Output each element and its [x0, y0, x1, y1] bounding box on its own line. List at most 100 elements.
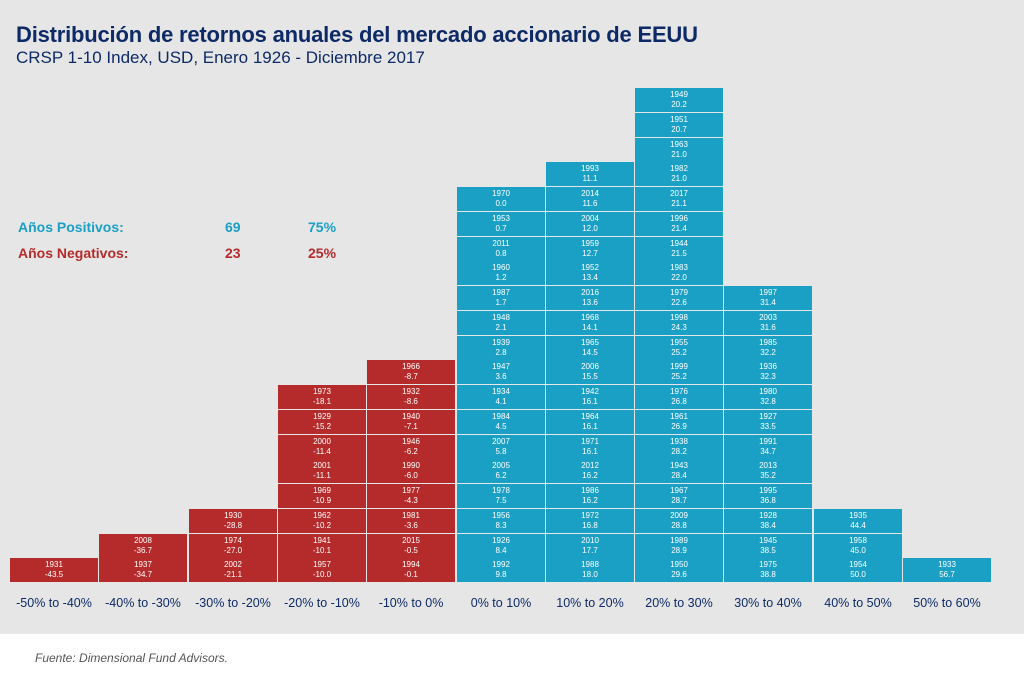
cell-year: 1934	[492, 387, 510, 396]
cell-year: 1987	[492, 288, 510, 297]
histogram-cell: 1961 26.9	[635, 410, 723, 434]
cell-year: 1999	[670, 362, 688, 371]
cell-year: 2003	[759, 313, 777, 322]
cell-year: 1962	[313, 511, 331, 520]
histogram-cell: 1979 22.6	[635, 286, 723, 310]
cell-year: 1960	[492, 263, 510, 272]
cell-year: 1964	[581, 412, 599, 421]
histogram-cell: 1938 28.2	[635, 435, 723, 459]
histogram-cell: 1932 -8.6	[367, 385, 455, 409]
histogram-cell: 1947 3.6	[457, 360, 545, 384]
histogram-cell: 1973 -18.1	[278, 385, 366, 409]
cell-return: 24.3	[671, 323, 687, 332]
cell-year: 1945	[759, 536, 777, 545]
histogram-cell: 1964 16.1	[546, 410, 634, 434]
histogram-cell: 1981 -3.6	[367, 509, 455, 533]
cell-return: -6.0	[404, 471, 418, 480]
negative-years-count: 23	[225, 245, 241, 261]
cell-return: 38.8	[760, 570, 776, 579]
cell-return: -0.1	[404, 570, 418, 579]
histogram-chart: 1931 -43.5 1937 -34.7 2008 -36.7 2002 -21.1 1974…	[10, 88, 991, 582]
cell-return: 21.0	[671, 150, 687, 159]
cell-return: 16.1	[582, 397, 598, 406]
cell-return: 20.7	[671, 125, 687, 134]
cell-return: 45.0	[850, 546, 866, 555]
cell-return: 22.0	[671, 273, 687, 282]
cell-return: 9.8	[495, 570, 507, 579]
histogram-cell: 1930 -28.8	[189, 509, 277, 533]
cell-year: 1982	[670, 164, 688, 173]
histogram-cell: 2002 -21.1	[189, 558, 277, 582]
cell-year: 1967	[670, 486, 688, 495]
cell-return: -6.2	[404, 447, 418, 456]
cell-year: 1966	[402, 362, 420, 371]
cell-year: 1992	[492, 560, 510, 569]
x-axis-label: 20% to 30%	[645, 596, 713, 610]
cell-return: 35.2	[760, 471, 776, 480]
cell-return: 12.0	[582, 224, 598, 233]
cell-return: 7.5	[495, 496, 507, 505]
histogram-cell: 1974 -27.0	[189, 534, 277, 558]
histogram-cell: 1977 -4.3	[367, 484, 455, 508]
cell-year: 1926	[492, 536, 510, 545]
cell-return: 13.6	[582, 298, 598, 307]
cell-year: 1978	[492, 486, 510, 495]
cell-return: 15.5	[582, 372, 598, 381]
cell-return: 17.7	[582, 546, 598, 555]
cell-return: 13.4	[582, 273, 598, 282]
histogram-cell: 1939 2.8	[457, 336, 545, 360]
cell-year: 1936	[759, 362, 777, 371]
x-axis-label: 50% to 60%	[913, 596, 981, 610]
cell-year: 1932	[402, 387, 420, 396]
cell-year: 1997	[759, 288, 777, 297]
cell-year: 1990	[402, 461, 420, 470]
cell-return: 11.1	[582, 174, 598, 183]
histogram-cell: 1966 -8.7	[367, 360, 455, 384]
cell-year: 1929	[313, 412, 331, 421]
cell-return: 16.2	[582, 471, 598, 480]
histogram-cell: 1937 -34.7	[99, 558, 187, 582]
cell-return: 25.2	[671, 372, 687, 381]
cell-return: 44.4	[850, 521, 866, 530]
histogram-cell: 2001 -11.1	[278, 459, 366, 483]
histogram-cell: 1958 45.0	[814, 534, 902, 558]
cell-year: 1974	[224, 536, 242, 545]
histogram-cell: 1993 11.1	[546, 162, 634, 186]
cell-return: -0.5	[404, 546, 418, 555]
histogram-cell: 1944 21.5	[635, 237, 723, 261]
cell-return: 2.8	[495, 348, 507, 357]
cell-year: 1979	[670, 288, 688, 297]
cell-year: 1973	[313, 387, 331, 396]
cell-year: 1939	[492, 338, 510, 347]
x-axis-label: 30% to 40%	[734, 596, 802, 610]
cell-year: 1928	[759, 511, 777, 520]
cell-year: 1996	[670, 214, 688, 223]
histogram-cell: 1989 28.9	[635, 534, 723, 558]
cell-return: 34.7	[760, 447, 776, 456]
cell-year: 2008	[134, 536, 152, 545]
cell-return: 11.6	[582, 199, 598, 208]
histogram-cell: 2014 11.6	[546, 187, 634, 211]
cell-return: -36.7	[133, 546, 153, 555]
x-axis-label: 40% to 50%	[824, 596, 892, 610]
cell-return: 8.4	[495, 546, 507, 555]
histogram-cell: 2004 12.0	[546, 212, 634, 236]
histogram-cell: 2015 -0.5	[367, 534, 455, 558]
histogram-cell: 1926 8.4	[457, 534, 545, 558]
histogram-cell: 1969 -10.9	[278, 484, 366, 508]
histogram-cell: 2011 0.8	[457, 237, 545, 261]
cell-year: 2007	[492, 437, 510, 446]
cell-year: 1930	[224, 511, 242, 520]
cell-return: 33.5	[760, 422, 776, 431]
cell-year: 1948	[492, 313, 510, 322]
cell-year: 1955	[670, 338, 688, 347]
histogram-cell: 1962 -10.2	[278, 509, 366, 533]
cell-year: 1985	[759, 338, 777, 347]
cell-year: 1933	[938, 560, 956, 569]
cell-return: 14.1	[582, 323, 598, 332]
cell-year: 1971	[581, 437, 599, 446]
cell-year: 1927	[759, 412, 777, 421]
cell-return: 38.5	[760, 546, 776, 555]
cell-year: 1976	[670, 387, 688, 396]
cell-year: 1959	[581, 239, 599, 248]
